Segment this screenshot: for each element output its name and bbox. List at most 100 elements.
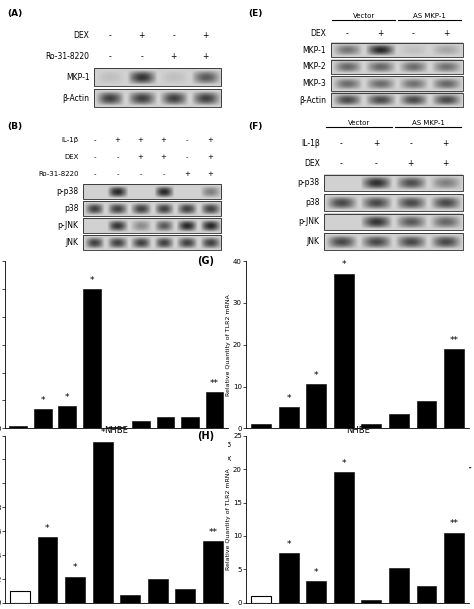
Bar	[251, 424, 271, 428]
Text: MKP-3: MKP-3	[302, 79, 326, 88]
Text: Antisense MKP-1: Antisense MKP-1	[388, 474, 443, 481]
Text: (H): (H)	[197, 431, 214, 440]
Text: -: -	[286, 455, 289, 464]
Bar	[175, 588, 195, 603]
Bar	[331, 76, 463, 91]
Text: -: -	[109, 31, 111, 40]
Text: -: -	[258, 455, 261, 464]
Text: *: *	[41, 396, 45, 404]
Text: -: -	[314, 440, 317, 449]
Text: +: +	[340, 440, 347, 449]
Text: +: +	[188, 455, 194, 464]
Text: -: -	[109, 52, 111, 61]
Text: -: -	[139, 171, 142, 177]
Text: -: -	[65, 469, 68, 478]
Bar	[444, 349, 464, 428]
Bar	[10, 591, 30, 603]
Text: +: +	[424, 455, 430, 464]
Bar	[132, 421, 150, 428]
Text: +: +	[113, 469, 119, 478]
Text: +: +	[442, 139, 448, 149]
Text: Ro-31-8220: Ro-31-8220	[38, 171, 78, 177]
Bar	[94, 68, 221, 86]
Text: +: +	[138, 440, 145, 449]
Text: -: -	[93, 137, 96, 143]
Text: -: -	[41, 455, 43, 464]
Text: +: +	[312, 455, 319, 464]
Bar	[444, 533, 464, 603]
Text: +: +	[89, 455, 95, 464]
Text: *: *	[73, 563, 77, 572]
Bar	[94, 89, 221, 107]
Bar	[324, 214, 463, 230]
Text: +: +	[284, 440, 291, 449]
Bar	[324, 194, 463, 211]
Bar	[324, 233, 463, 250]
Text: -: -	[16, 440, 18, 449]
Text: -: -	[172, 31, 175, 40]
Bar	[206, 392, 223, 428]
Text: +: +	[212, 469, 219, 478]
Text: AS MKP-1: AS MKP-1	[411, 120, 445, 126]
Text: +: +	[163, 455, 169, 464]
Text: -: -	[370, 440, 373, 449]
Text: -: -	[163, 171, 165, 177]
Text: +: +	[212, 440, 219, 449]
Text: -: -	[340, 159, 343, 168]
Text: +: +	[207, 154, 213, 160]
Text: p38: p38	[305, 198, 319, 207]
Bar	[389, 568, 409, 603]
Text: *: *	[286, 394, 291, 403]
Title: NHBE: NHBE	[104, 426, 128, 435]
Bar	[83, 201, 221, 216]
Text: -: -	[258, 440, 261, 449]
Bar	[65, 577, 85, 603]
Text: p-p38: p-p38	[298, 178, 319, 188]
Text: -: -	[90, 469, 93, 478]
Text: p-p38: p-p38	[56, 187, 78, 196]
Text: -: -	[412, 29, 415, 38]
Bar	[331, 93, 463, 107]
Text: IL-1β: IL-1β	[301, 139, 319, 149]
Text: -: -	[93, 154, 96, 160]
Text: -: -	[370, 455, 373, 464]
Text: Vector: Vector	[353, 13, 375, 19]
Text: -: -	[65, 440, 68, 449]
Text: -: -	[140, 455, 143, 464]
Text: +: +	[452, 455, 458, 464]
Y-axis label: Relative Quantity of TLR2 mRNA: Relative Quantity of TLR2 mRNA	[226, 468, 231, 570]
Bar	[251, 596, 271, 603]
Text: **: **	[209, 527, 218, 537]
Bar	[334, 473, 354, 603]
Bar	[108, 427, 125, 428]
Text: +: +	[442, 159, 448, 168]
Text: -: -	[116, 154, 119, 160]
Text: (A): (A)	[7, 9, 22, 18]
Text: +: +	[207, 171, 213, 177]
Text: +: +	[396, 440, 402, 449]
Text: +: +	[161, 137, 167, 143]
Text: +: +	[408, 159, 414, 168]
Text: *: *	[65, 393, 70, 402]
Text: +: +	[188, 440, 194, 449]
Text: **: **	[450, 336, 459, 345]
Text: +: +	[202, 52, 209, 61]
Text: DEX: DEX	[218, 456, 232, 462]
Text: +: +	[138, 31, 145, 40]
Text: +: +	[340, 455, 347, 464]
Bar	[306, 582, 326, 603]
Bar	[417, 586, 437, 603]
Text: β-Actin: β-Actin	[299, 96, 326, 105]
Text: IL-1β: IL-1β	[61, 137, 78, 143]
Text: (E): (E)	[248, 9, 263, 18]
Bar	[83, 218, 221, 233]
Text: AS MKP-1: AS MKP-1	[413, 13, 446, 19]
Bar	[83, 289, 100, 428]
Bar	[331, 43, 463, 57]
Text: -: -	[374, 159, 377, 168]
Bar	[279, 553, 299, 603]
Text: IL-1β: IL-1β	[215, 442, 232, 448]
Text: MKP-2: MKP-2	[303, 62, 326, 71]
Text: *: *	[314, 371, 319, 380]
Bar	[156, 417, 174, 428]
